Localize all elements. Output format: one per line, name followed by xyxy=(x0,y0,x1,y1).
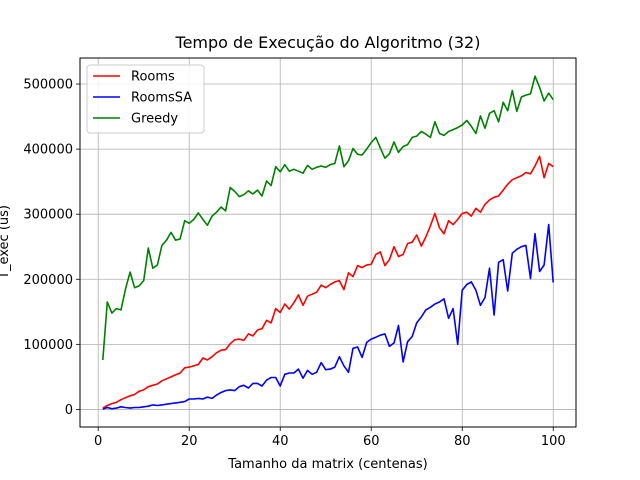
y-tick-label: 500000 xyxy=(23,78,73,93)
legend-label-greedy: Greedy xyxy=(131,112,178,127)
series-line-rooms xyxy=(102,155,554,409)
series-line-roomssa xyxy=(102,223,554,410)
axis-ticks: 0 20 40 60 80 100 0 100000 200000 300000 400000 500… xyxy=(23,78,565,449)
series-line-greedy xyxy=(102,75,554,361)
y-tick-label: 0 xyxy=(65,403,73,418)
x-tick-label: 20 xyxy=(181,434,198,449)
x-axis-label: Tamanho da matrix (centenas) xyxy=(227,457,427,472)
legend-label-rooms: Rooms xyxy=(131,70,175,85)
legend-box xyxy=(86,64,205,134)
series-lines xyxy=(102,75,554,410)
chart-title: Tempo de Execução do Algoritmo (32) xyxy=(175,33,481,52)
y-axis-label: T_exec (us) xyxy=(0,205,12,280)
x-tick-label: 40 xyxy=(272,434,289,449)
legend-label-roomssa: RoomsSA xyxy=(131,91,192,106)
y-tick-label: 200000 xyxy=(23,273,73,288)
y-tick-label: 100000 xyxy=(23,338,73,353)
plot-frame xyxy=(79,57,577,428)
y-tick-label: 300000 xyxy=(23,208,73,223)
grid xyxy=(80,58,576,427)
x-tick-label: 80 xyxy=(454,434,471,449)
y-tick-label: 400000 xyxy=(23,143,73,158)
legend: Rooms RoomsSA Greedy xyxy=(86,64,205,134)
x-tick-label: 100 xyxy=(541,434,566,449)
x-tick-label: 0 xyxy=(94,434,102,449)
x-tick-label: 60 xyxy=(363,434,380,449)
